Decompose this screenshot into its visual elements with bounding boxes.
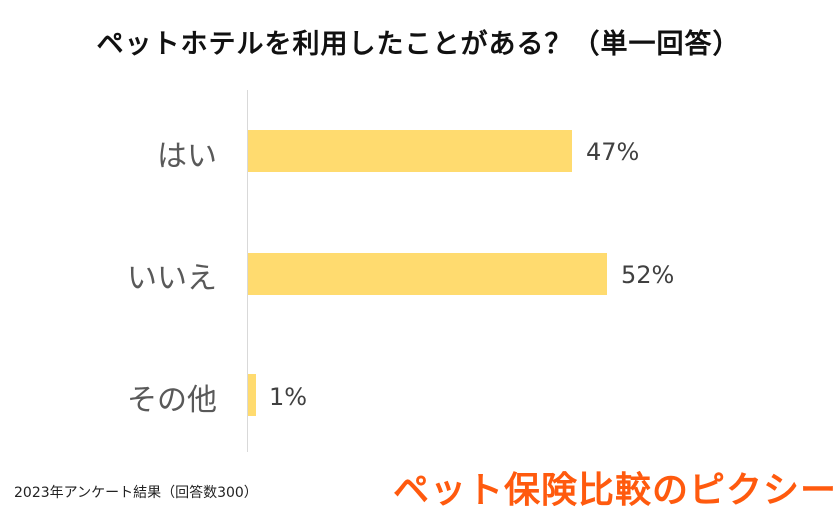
y-axis-line	[247, 90, 248, 452]
survey-footnote: 2023年アンケート結果（回答数300）	[14, 485, 258, 501]
category-label-yes: はい	[157, 139, 217, 174]
bar-yes	[248, 130, 572, 172]
value-label-no: 52%	[621, 261, 675, 289]
brand-logo: ペット保険比較のピクシー	[393, 470, 837, 511]
category-label-other: その他	[127, 383, 217, 418]
bar-no	[248, 253, 607, 295]
value-label-other: 1%	[269, 383, 308, 411]
category-label-no: いいえ	[127, 261, 217, 296]
bar-other	[248, 374, 256, 416]
value-label-yes: 47%	[586, 138, 640, 166]
chart-title: ペットホテルを利用したことがある？（単一回答）	[96, 29, 741, 60]
